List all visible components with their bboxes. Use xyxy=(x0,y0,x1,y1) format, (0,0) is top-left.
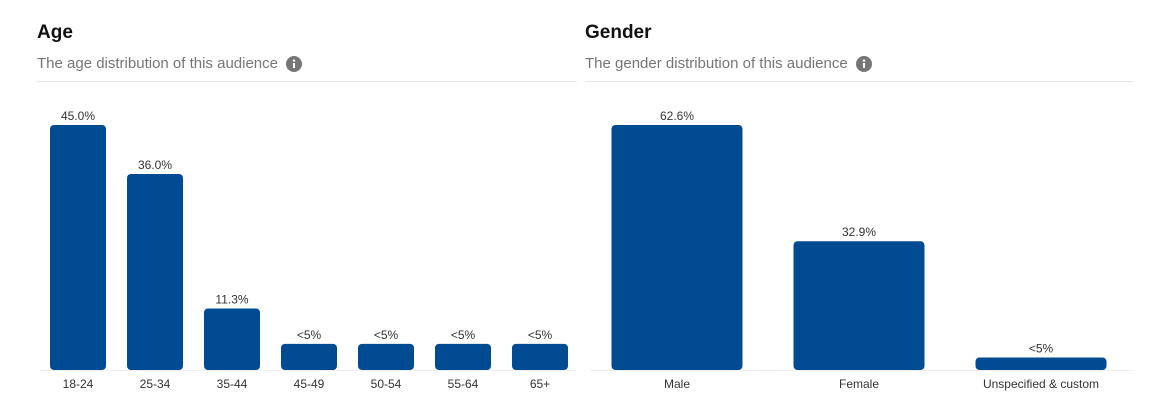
age-data-label: <5% xyxy=(374,328,399,342)
age-bar xyxy=(435,343,491,370)
age-tick-label: 50-54 xyxy=(371,377,402,391)
age-bar xyxy=(358,343,414,370)
gender-bar xyxy=(793,241,925,370)
gender-tick-label: Female xyxy=(839,377,879,391)
age-tick-label: 55-64 xyxy=(448,377,479,391)
age-tick-label: 65+ xyxy=(530,377,550,391)
info-icon[interactable] xyxy=(855,55,872,72)
age-bar xyxy=(50,125,106,370)
age-subtitle-row: The age distribution of this audience xyxy=(37,55,302,72)
age-divider xyxy=(37,81,577,82)
gender-subtitle-row: The gender distribution of this audience xyxy=(585,55,872,72)
age-tick-label: 25-34 xyxy=(140,377,171,391)
age-subtitle: The age distribution of this audience xyxy=(37,55,278,72)
age-bar xyxy=(204,308,260,370)
age-data-label: <5% xyxy=(528,328,553,342)
age-chart: 45.0% 18-24 36.0% 25-34 11.3% 35-44 <5% 45-49 <5… xyxy=(40,109,577,391)
gender-bar xyxy=(975,357,1107,370)
age-tick-label: 35-44 xyxy=(217,377,248,391)
age-data-label: 45.0% xyxy=(61,109,95,123)
gender-data-label: 32.9% xyxy=(842,225,876,239)
info-icon[interactable] xyxy=(286,55,302,72)
age-panel: Age The age distribution of this audienc… xyxy=(37,22,577,391)
age-data-label: 11.3% xyxy=(215,292,248,306)
age-data-label: 36.0% xyxy=(138,158,172,172)
gender-tick-label: Unspecified & custom xyxy=(983,377,1099,391)
gender-bar xyxy=(611,125,743,370)
gender-data-label: <5% xyxy=(1029,341,1054,355)
age-bar xyxy=(127,174,183,370)
gender-tick-label: Male xyxy=(664,377,690,391)
age-tick-label: 45-49 xyxy=(294,377,325,391)
age-data-label: <5% xyxy=(451,328,476,342)
gender-title: Gender xyxy=(585,22,652,43)
age-data-label: <5% xyxy=(297,328,322,342)
age-tick-label: 18-24 xyxy=(63,377,94,391)
gender-data-label: 62.6% xyxy=(660,109,694,123)
gender-divider xyxy=(585,81,1133,82)
age-bar xyxy=(281,343,337,370)
age-bar xyxy=(512,343,568,370)
gender-subtitle: The gender distribution of this audience xyxy=(585,55,848,72)
age-title: Age xyxy=(37,22,73,43)
